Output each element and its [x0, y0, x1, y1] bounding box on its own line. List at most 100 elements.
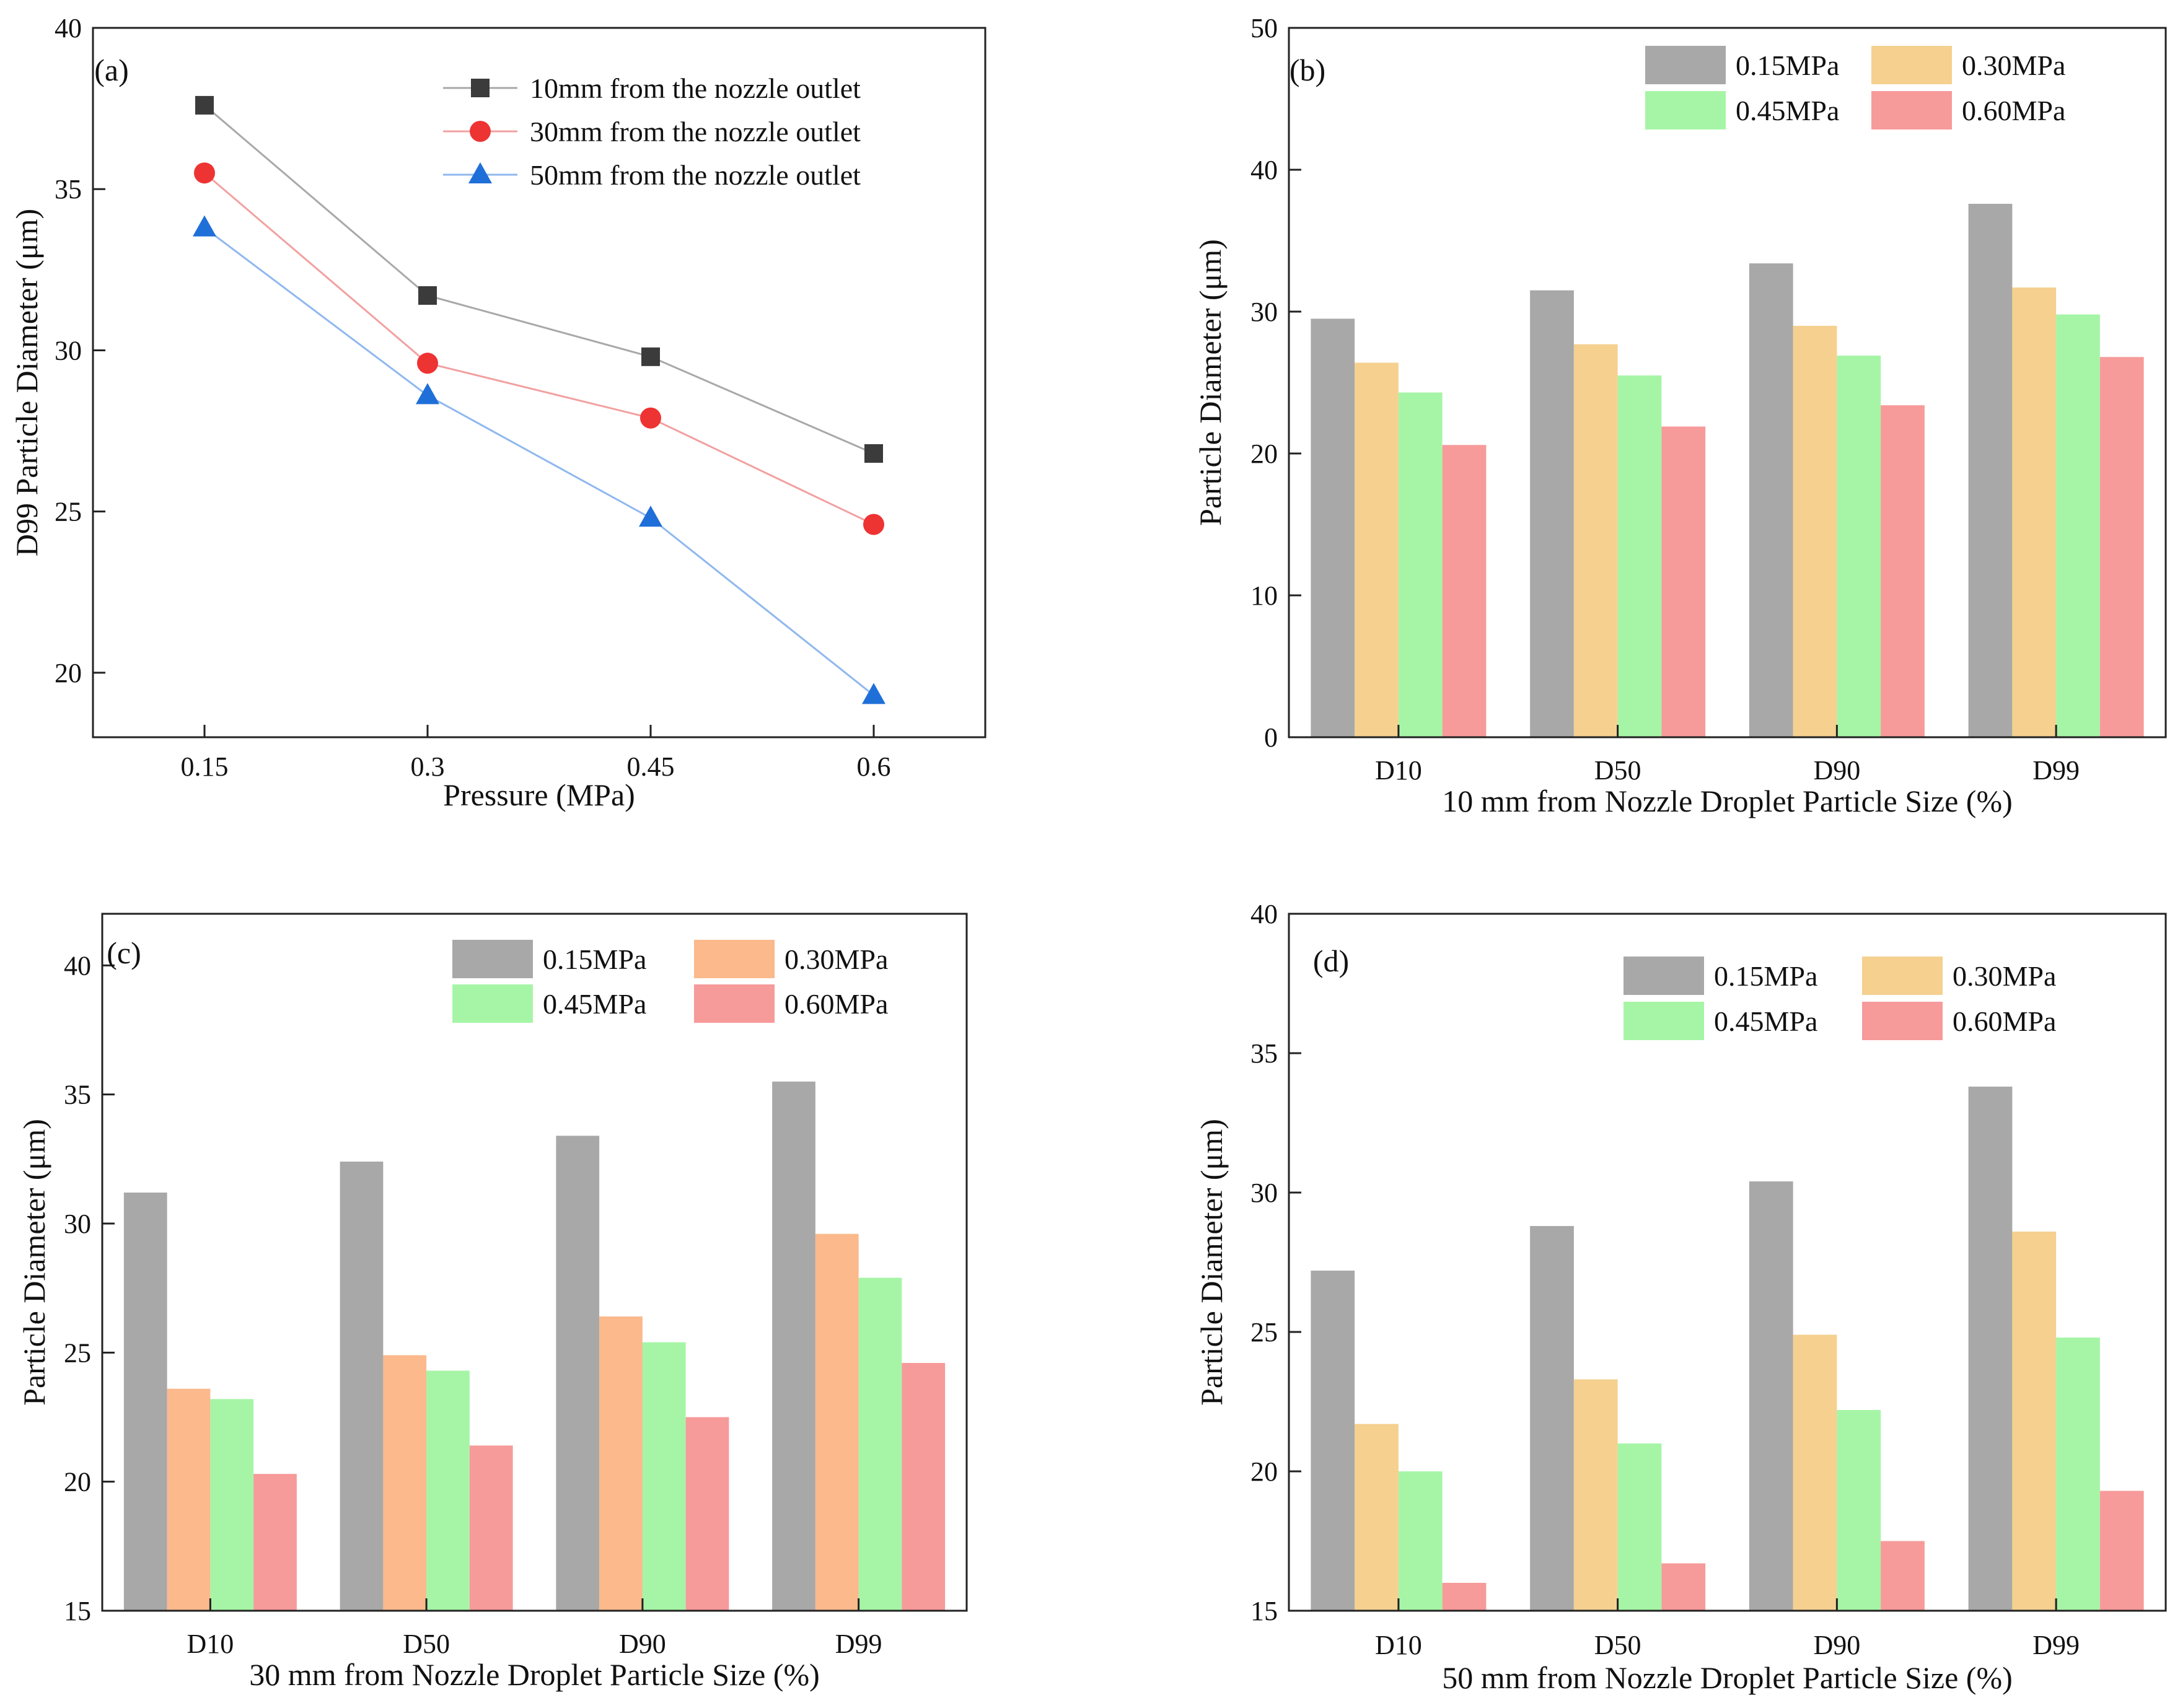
x-axis-label: 30 mm from Nozzle Droplet Particle Size …: [249, 1657, 820, 1692]
bar: [1355, 1424, 1399, 1611]
data-point: [863, 514, 884, 535]
data-point: [193, 215, 216, 237]
bar: [469, 1445, 513, 1611]
bar: [902, 1363, 946, 1611]
bar: [1311, 1271, 1355, 1611]
bar: [685, 1417, 729, 1611]
y-tick-label: 30: [64, 1209, 91, 1239]
legend-swatch: [1871, 46, 1952, 84]
y-tick-label: 50: [1250, 13, 1278, 43]
legend-swatch: [1645, 46, 1726, 84]
plot-frame: [101, 913, 968, 1612]
bar: [1617, 1443, 1662, 1611]
y-tick-label: 35: [64, 1080, 91, 1110]
y-tick-label: 25: [55, 497, 82, 527]
bar: [815, 1233, 859, 1611]
legend-label: 0.30MPa: [784, 944, 888, 975]
data-point: [416, 383, 439, 405]
legend-swatch: [1862, 1002, 1943, 1040]
x-tick-label: 0.3: [411, 751, 445, 782]
bar: [2012, 1232, 2057, 1611]
bar: [340, 1162, 384, 1611]
legend-swatch: [452, 984, 533, 1023]
bar: [1573, 1379, 1618, 1611]
y-axis-label: Particle Diameter (μm): [17, 1119, 51, 1406]
bar: [642, 1342, 686, 1611]
legend-marker: [470, 121, 491, 142]
bar: [1530, 1226, 1574, 1611]
legend-swatch: [1862, 957, 1943, 995]
data-point: [195, 95, 214, 115]
legend-label: 10mm from the nozzle outlet: [530, 72, 861, 104]
plot-frame: [92, 27, 986, 738]
bar: [2012, 287, 2057, 737]
legend-swatch: [1624, 1002, 1704, 1040]
legend-swatch: [1624, 957, 1704, 995]
bar: [1442, 445, 1487, 737]
bar: [599, 1316, 643, 1611]
legend-marker: [471, 79, 490, 97]
x-axis-label: 50 mm from Nozzle Droplet Particle Size …: [1442, 1660, 2013, 1695]
bar: [1793, 325, 1837, 737]
panel-label: (c): [107, 935, 141, 970]
bar: [1530, 290, 1574, 737]
panel-b: 0 10 20 30 40 50 0.15MPa 0.30MPa 0.45MPa 0.60MPa D…: [1193, 13, 2167, 818]
data-point: [640, 407, 661, 429]
bar: [556, 1136, 600, 1611]
y-tick-label: 15: [64, 1596, 91, 1626]
bar: [1398, 1471, 1443, 1611]
y-tick-label: 40: [1250, 899, 1278, 929]
legend-label: 0.60MPa: [1953, 1005, 2056, 1037]
legend-marker: [468, 162, 492, 183]
y-tick-label: 40: [55, 13, 82, 43]
y-axis-label: D99 Particle Diameter (μm): [9, 209, 44, 556]
legend-label: 0.15MPa: [543, 944, 646, 975]
bar: [383, 1355, 427, 1611]
y-tick-label: 25: [64, 1338, 91, 1368]
x-tick-label: D99: [835, 1629, 882, 1659]
legend-swatch: [694, 984, 775, 1023]
bar: [1573, 344, 1618, 737]
series-line: [204, 104, 874, 455]
x-tick-label: D50: [403, 1629, 450, 1659]
plot-frame: [1288, 913, 2167, 1612]
legend-swatch: [1645, 91, 1726, 129]
y-tick-label: 35: [55, 174, 82, 204]
y-tick-label: 30: [1250, 1178, 1278, 1208]
panel-label: (d): [1313, 944, 1349, 978]
data-point: [864, 444, 883, 463]
legend-label: 0.45MPa: [1714, 1005, 1817, 1037]
bar: [1442, 1583, 1487, 1611]
x-tick-label: D10: [1375, 1630, 1422, 1660]
legend-label: 0.15MPa: [1736, 50, 1839, 81]
legend-label: 0.45MPa: [1736, 95, 1839, 126]
bar: [2099, 1491, 2144, 1611]
x-tick-label: D50: [1594, 755, 1641, 786]
y-tick-label: 40: [1250, 155, 1278, 185]
series-line: [204, 172, 874, 525]
y-tick-label: 15: [1250, 1596, 1278, 1626]
bar: [426, 1370, 470, 1611]
bar: [167, 1388, 211, 1611]
bar: [123, 1193, 167, 1611]
bar: [1837, 355, 1881, 737]
y-tick-label: 10: [1250, 580, 1278, 611]
y-tick-label: 0: [1264, 722, 1278, 753]
panel-d: 15 20 25 30 35 40 0.15MPa 0.30MPa 0.45MPa 0.60MPa…: [1194, 899, 2167, 1695]
bar: [1311, 318, 1355, 737]
bar: [1881, 405, 1925, 737]
data-point: [194, 162, 215, 184]
data-point: [862, 683, 885, 704]
bar: [1398, 392, 1443, 737]
y-tick-label: 40: [64, 950, 91, 981]
y-tick-label: 20: [64, 1467, 91, 1497]
plot-frame: [1288, 27, 2167, 738]
x-axis-label: Pressure (MPa): [443, 777, 635, 812]
bar: [1749, 1181, 1793, 1611]
bar: [1793, 1334, 1837, 1611]
y-tick-label: 20: [1250, 439, 1278, 469]
legend-label: 0.30MPa: [1962, 50, 2065, 81]
bar: [1661, 426, 1706, 737]
legend-label: 50mm from the nozzle outlet: [530, 159, 861, 191]
